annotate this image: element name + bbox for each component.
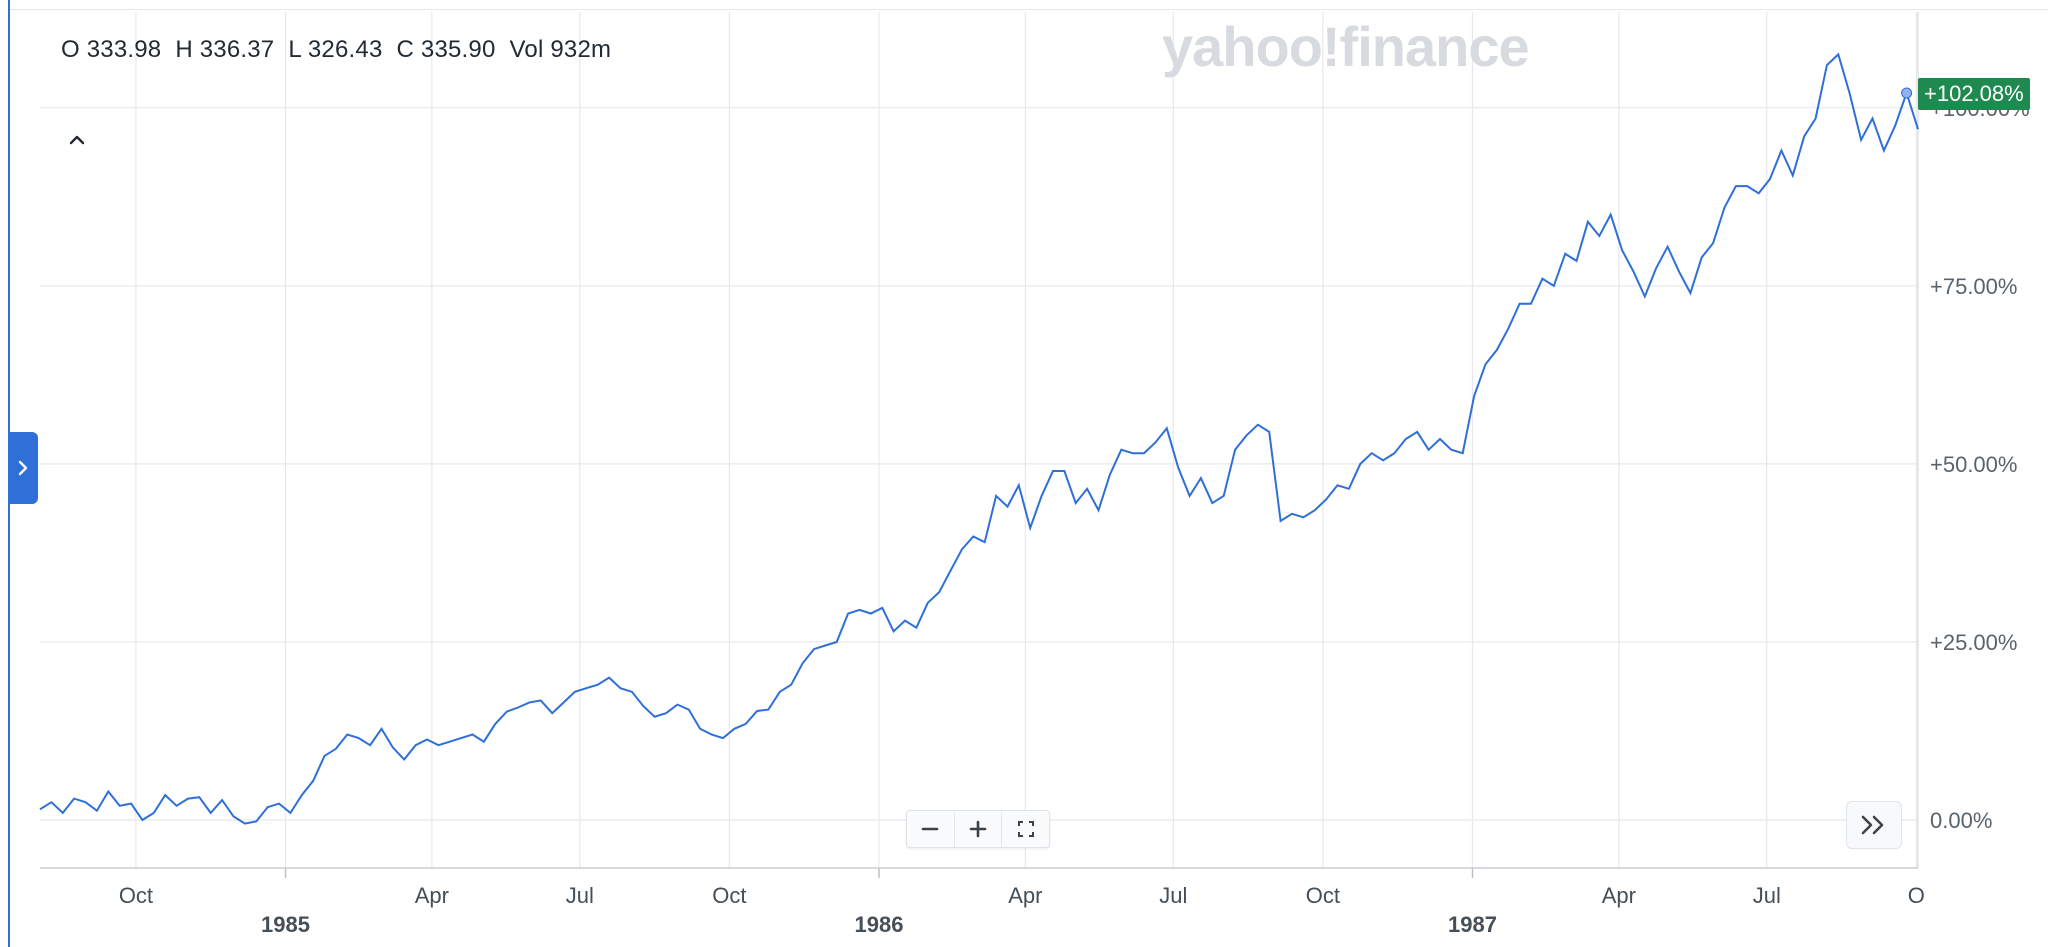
chart-grid <box>40 12 1918 878</box>
x-year-label: 1986 <box>855 912 904 937</box>
current-value-badge: +102.08% <box>1918 78 2030 110</box>
volume-value: Vol 932m <box>509 36 612 63</box>
x-axis-labels: Oct 1985 Apr Jul Oct 1986 Apr Jul Oct 1987 Apr Jul O <box>119 883 1925 937</box>
fullscreen-button[interactable] <box>1001 811 1049 847</box>
top-divider <box>10 9 2048 10</box>
y-tick-label: 0.00% <box>1930 808 1992 833</box>
y-tick-label: +50.00% <box>1930 452 2017 477</box>
zoom-out-button[interactable] <box>907 811 954 847</box>
y-axis-labels: 0.00%+25.00%+50.00%+75.00%+100.00% <box>1930 96 2030 833</box>
plus-icon <box>969 820 987 838</box>
fullscreen-icon <box>1017 821 1034 837</box>
zoom-in-button[interactable] <box>953 811 1002 847</box>
chevron-right-icon <box>18 460 28 476</box>
low-value: L 326.43 <box>288 36 383 63</box>
x-tick-label: Jul <box>566 883 594 908</box>
double-chevron-right-icon <box>1861 815 1884 835</box>
zoom-controls <box>906 810 1050 848</box>
close-value: C 335.90 <box>396 36 496 63</box>
expand-panel-button[interactable] <box>8 432 38 504</box>
x-tick-label: Oct <box>712 883 746 908</box>
x-year-label: 1985 <box>261 912 310 937</box>
ohlc-readout: O 333.98 H 336.37 L 326.43 C 335.90 Vol 932m <box>61 36 625 64</box>
x-tick-label: Apr <box>1602 883 1636 908</box>
x-year-label: 1987 <box>1448 912 1497 937</box>
current-value-dot <box>1901 87 1913 99</box>
x-tick-label: O <box>1908 883 1925 908</box>
x-tick-label: Oct <box>1306 883 1340 908</box>
series-line <box>39 52 1919 825</box>
yahoo-finance-watermark: yahoo!finance <box>1162 15 1530 78</box>
x-tick-label: Jul <box>1159 883 1187 908</box>
open-value: O 333.98 <box>61 36 162 63</box>
collapse-button[interactable] <box>62 126 92 152</box>
x-tick-label: Apr <box>1008 883 1042 908</box>
x-tick-label: Jul <box>1753 883 1781 908</box>
y-tick-label: +25.00% <box>1930 630 2017 655</box>
y-tick-label: +75.00% <box>1930 274 2017 299</box>
x-tick-label: Oct <box>119 883 153 908</box>
minus-icon <box>922 827 939 831</box>
x-tick-label: Apr <box>415 883 449 908</box>
high-value: H 336.37 <box>175 36 275 63</box>
scroll-to-latest-button[interactable] <box>1846 801 1902 849</box>
caret-up-icon <box>69 135 85 145</box>
